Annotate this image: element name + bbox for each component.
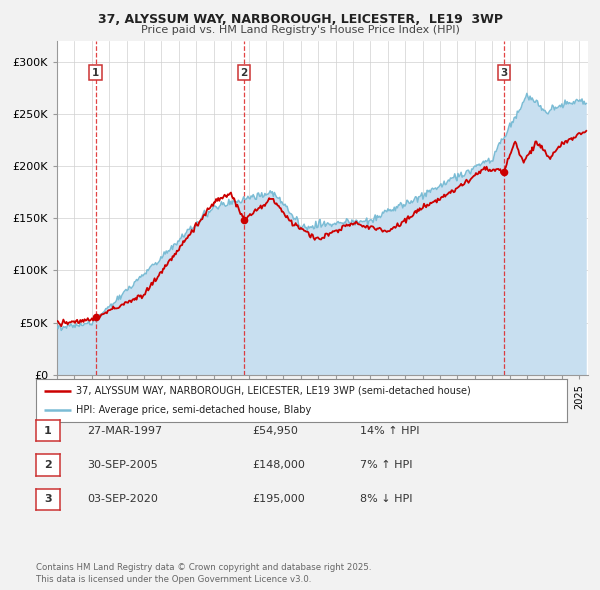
Text: 7% ↑ HPI: 7% ↑ HPI — [360, 460, 413, 470]
Text: 1: 1 — [44, 426, 52, 435]
Text: 3: 3 — [44, 494, 52, 504]
Text: 37, ALYSSUM WAY, NARBOROUGH, LEICESTER, LE19 3WP (semi-detached house): 37, ALYSSUM WAY, NARBOROUGH, LEICESTER, … — [76, 386, 470, 396]
Text: 2: 2 — [44, 460, 52, 470]
Text: £54,950: £54,950 — [252, 426, 298, 435]
Text: 1: 1 — [92, 67, 99, 77]
Text: 30-SEP-2005: 30-SEP-2005 — [87, 460, 158, 470]
Text: 8% ↓ HPI: 8% ↓ HPI — [360, 494, 413, 504]
Text: 2: 2 — [241, 67, 248, 77]
Text: Contains HM Land Registry data © Crown copyright and database right 2025.
This d: Contains HM Land Registry data © Crown c… — [36, 563, 371, 584]
Text: Price paid vs. HM Land Registry's House Price Index (HPI): Price paid vs. HM Land Registry's House … — [140, 25, 460, 35]
Text: £195,000: £195,000 — [252, 494, 305, 504]
Text: 3: 3 — [500, 67, 508, 77]
Text: 37, ALYSSUM WAY, NARBOROUGH, LEICESTER,  LE19  3WP: 37, ALYSSUM WAY, NARBOROUGH, LEICESTER, … — [97, 13, 503, 26]
Text: HPI: Average price, semi-detached house, Blaby: HPI: Average price, semi-detached house,… — [76, 405, 311, 415]
Text: 27-MAR-1997: 27-MAR-1997 — [87, 426, 162, 435]
Text: 14% ↑ HPI: 14% ↑ HPI — [360, 426, 419, 435]
Text: £148,000: £148,000 — [252, 460, 305, 470]
Text: 03-SEP-2020: 03-SEP-2020 — [87, 494, 158, 504]
